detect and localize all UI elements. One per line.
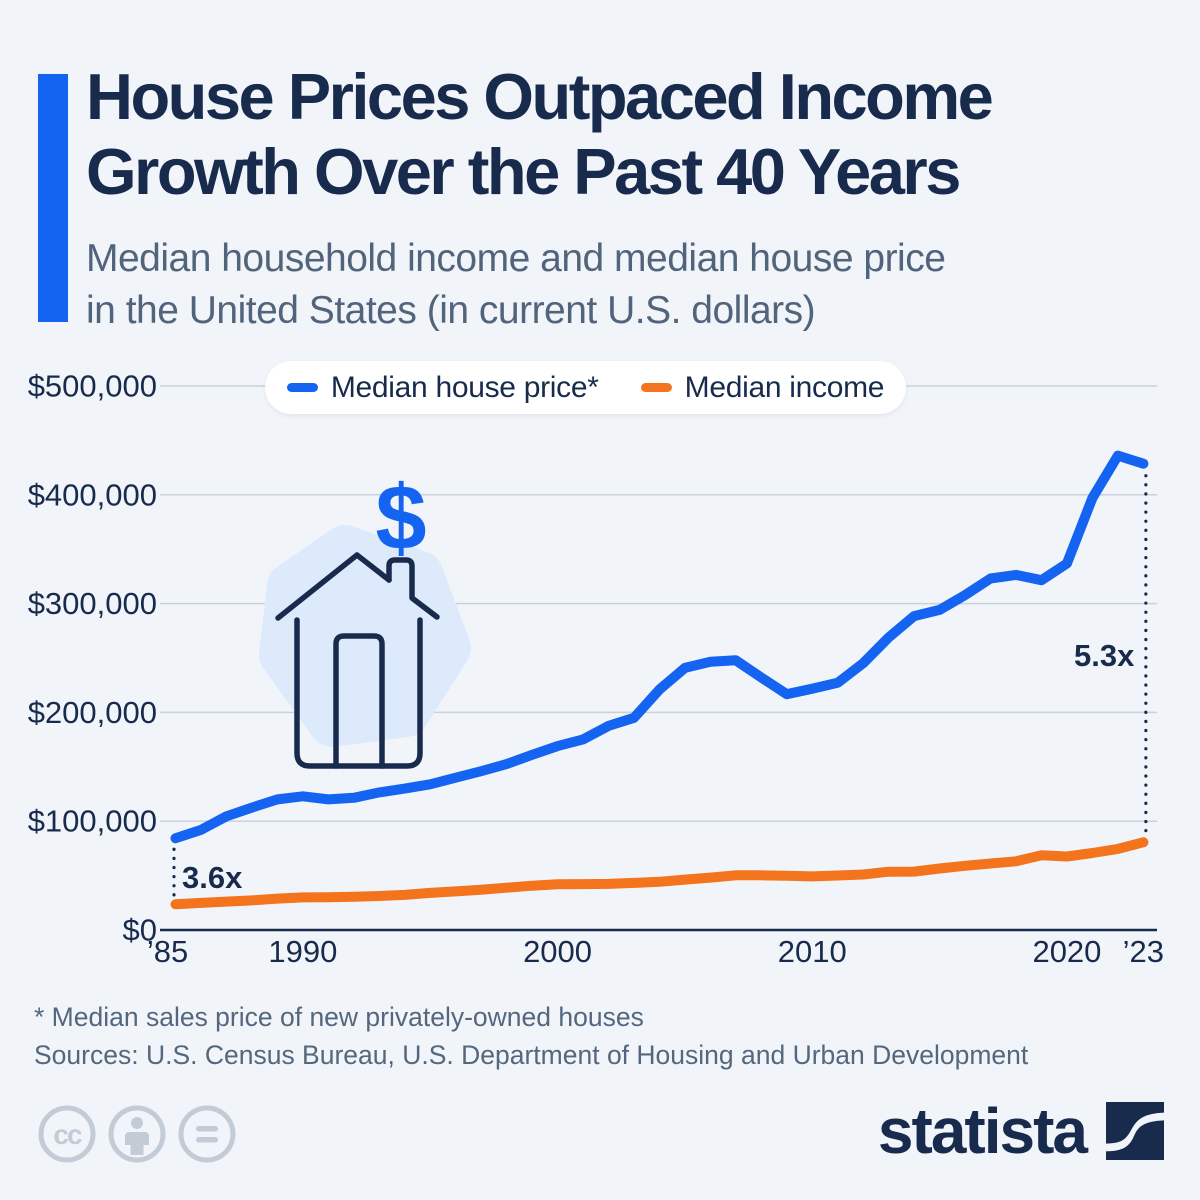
annotations: 3.6x 5.3x [172,474,1148,897]
y-axis-label: $300,000 [28,586,157,621]
y-axis-label: $0 [123,913,157,948]
attribution-icon [108,1105,166,1163]
footnotes: * Median sales price of new privately-ow… [34,999,1028,1074]
page-subtitle-line1: Median household income and median house… [86,237,946,280]
x-axis-label: 2010 [778,934,847,969]
attribution-icon-glyph [125,1117,149,1155]
page-title-line1: House Prices Outpaced Income [86,60,994,133]
house-chimney [386,557,440,620]
y-axis-label: $100,000 [28,804,157,839]
cc-icon [38,1105,96,1163]
income-line [170,837,1149,910]
cc-icon-glyph: cc [53,1119,82,1150]
house-price-swatch [286,383,318,392]
footnote: * Median sales price of new privately-ow… [34,1002,644,1032]
x-axis-label: ’23 [1123,934,1164,969]
sources: Sources: U.S. Census Bureau, U.S. Depart… [34,1039,1029,1070]
house-walls [294,617,423,769]
axis-labels: $0 $100,000 $200,000 $300,000 $400,000 $500,0… [28,369,1164,970]
x-axis-label: 2020 [1032,934,1101,969]
house-icon: $ [259,467,471,769]
y-axis-label: $200,000 [28,695,157,730]
statista-logo-text: statista [877,1095,1088,1167]
x-axis-label: 2000 [523,934,592,969]
page-title: House Prices Outpaced Income Growth Over… [86,60,994,210]
legend-label: Median income [684,370,885,404]
page-subtitle: Median household income and median house… [86,233,946,337]
house-roof [275,552,392,621]
legend-item-house-price: Median house price* [286,370,599,405]
statista-logo-mark [1106,1102,1164,1160]
statista-logo: statista [878,1099,1164,1163]
equals-icon-glyph [196,1126,218,1143]
page-subtitle-line2: in the United States (in current U.S. do… [86,288,816,332]
accent-bar [38,74,68,322]
ratio-annotation: 3.6x [182,860,243,895]
dollar-icon: $ [375,467,426,569]
equals-icon [178,1105,236,1163]
x-axis-label: ’85 [147,934,188,969]
ratio-annotation: 5.3x [1074,638,1135,673]
legend: Median house price* Median income [265,361,906,414]
income-swatch [640,383,672,392]
x-axis-label: 1990 [268,934,337,969]
y-axis-label: $500,000 [28,369,157,404]
y-axis-label: $400,000 [28,477,157,512]
legend-label: Median house price* [330,370,599,404]
cc-license-icons: cc [38,1105,236,1163]
page-title-line2: Growth Over the Past 40 Years [86,134,961,208]
house-price-line [170,450,1149,844]
data-lines [170,450,1149,910]
house-door [333,633,385,769]
chart: $ 3.6x 5.3x $0 $100,000 $200,000 $300,000 $40… [28,369,1164,970]
legend-item-income: Median income [640,370,885,405]
